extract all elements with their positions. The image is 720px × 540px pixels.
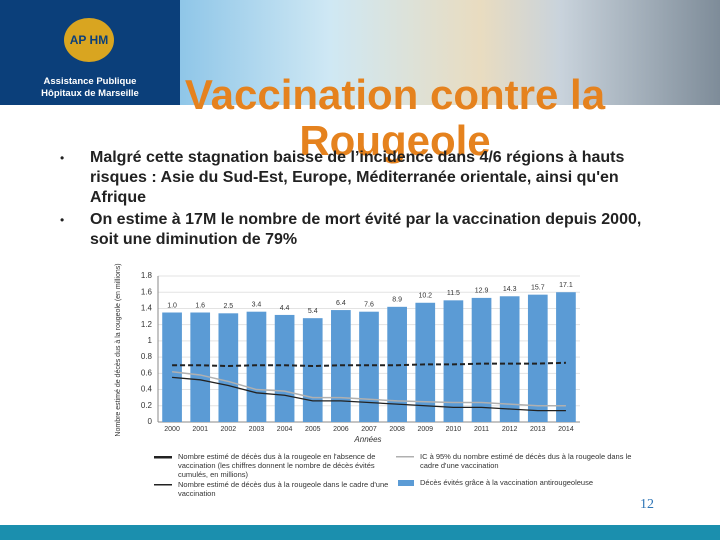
- logo-mark: AP HM: [64, 18, 114, 62]
- bar-label: 1.6: [195, 302, 205, 309]
- bar-label: 11.5: [447, 290, 460, 297]
- x-tick-label: 2005: [305, 426, 321, 433]
- x-tick-label: 2010: [446, 426, 462, 433]
- y-tick-label: 1.6: [141, 287, 153, 296]
- bar-label: 7.6: [364, 302, 374, 309]
- bar: [246, 311, 267, 422]
- page-number: 12: [640, 497, 654, 512]
- y-tick-label: 0.8: [141, 352, 153, 361]
- legend-swatch: [154, 484, 172, 486]
- y-tick-label: 0.6: [141, 368, 153, 377]
- x-tick-label: 2002: [221, 426, 237, 433]
- x-tick-label: 2011: [474, 426, 489, 433]
- bar: [302, 318, 323, 422]
- bullet: Malgré cette stagnation baisse de l’inci…: [60, 148, 670, 208]
- x-tick-label: 2007: [361, 426, 377, 433]
- bar: [499, 296, 520, 422]
- x-tick-label: 2000: [164, 426, 180, 433]
- x-tick-label: 2008: [389, 426, 405, 433]
- bar: [162, 312, 182, 422]
- legend-label: Décès évités grâce à la vaccination anti…: [420, 478, 594, 487]
- y-tick-label: 1.8: [141, 271, 153, 280]
- bar-label: 12.9: [475, 288, 489, 295]
- bar-label: 8.9: [392, 297, 402, 304]
- x-tick-label: 2004: [277, 426, 293, 433]
- bar-label: 1.0: [167, 302, 177, 309]
- slide-title: Vaccination contre la Rougeole: [184, 71, 606, 164]
- bar: [443, 300, 464, 422]
- bullet: On estime à 17M le nombre de mort évité …: [60, 210, 670, 250]
- bullet-list: Malgré cette stagnation baisse de l’inci…: [60, 148, 670, 252]
- bar-label: 17.1: [559, 282, 573, 289]
- bar-label: 14.3: [503, 286, 517, 293]
- logo: AP HM Assistance Publique Hôpitaux de Ma…: [0, 0, 180, 105]
- y-tick-label: 0: [148, 417, 153, 426]
- legend-label: Nombre estimé de décès dus à la rougeole…: [178, 480, 389, 498]
- bar: [218, 313, 239, 422]
- x-tick-label: 2012: [502, 426, 518, 433]
- x-tick-label: 2014: [558, 426, 574, 433]
- bar: [274, 314, 295, 422]
- x-tick-label: 2001: [192, 426, 208, 433]
- bar-label: 10.2: [418, 293, 432, 300]
- bar: [527, 294, 548, 422]
- legend-label: Nombre estimé de décès dus à la rougeole…: [178, 452, 376, 479]
- y-tick-label: 0.2: [141, 401, 153, 410]
- y-tick-label: 1: [148, 336, 153, 345]
- x-tick-label: 2013: [530, 426, 546, 433]
- bar-label: 5.4: [308, 308, 318, 315]
- legend-swatch: [396, 456, 414, 458]
- legend-swatch: [154, 456, 172, 459]
- x-axis-label: Années: [353, 435, 381, 444]
- series-line: [171, 370, 566, 407]
- bar: [471, 297, 492, 422]
- bar-label: 3.4: [252, 302, 262, 309]
- bar: [556, 292, 576, 422]
- x-tick-label: 2009: [417, 426, 433, 433]
- series-line: [172, 376, 566, 412]
- bar-label: 2.5: [223, 303, 233, 310]
- y-tick-label: 1.4: [141, 304, 153, 313]
- bar-label: 6.4: [336, 300, 346, 307]
- logo-text: Assistance Publique Hôpitaux de Marseill…: [41, 76, 139, 99]
- legend-swatch: [398, 480, 414, 486]
- y-tick-label: 0.4: [141, 385, 153, 394]
- x-tick-label: 2003: [249, 426, 265, 433]
- y-tick-label: 1.2: [141, 320, 153, 329]
- bar-label: 4.4: [280, 305, 290, 312]
- legend-label: IC à 95% du nombre estimé de décès dus à…: [420, 452, 632, 470]
- bar: [415, 302, 436, 422]
- bar: [190, 312, 211, 422]
- y-axis-label: Nombre estimé de décès dus à la rougeole…: [115, 263, 122, 436]
- bar: [359, 311, 379, 422]
- x-tick-label: 2006: [333, 426, 349, 433]
- footer-bar: [0, 525, 720, 540]
- bar-label: 15.7: [531, 284, 545, 291]
- series-line: [172, 361, 566, 368]
